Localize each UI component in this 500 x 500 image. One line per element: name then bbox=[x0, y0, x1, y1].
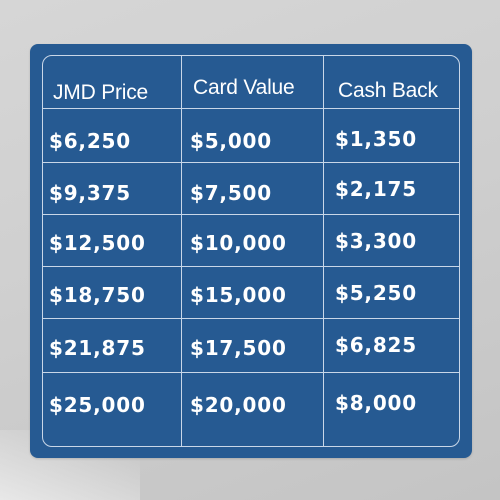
price-table-panel: JMD Price Card Value Cash Back $6,250 $5… bbox=[30, 44, 472, 458]
cell-jmd-price: $12,500 bbox=[49, 231, 146, 255]
row-divider bbox=[43, 162, 459, 163]
cell-card-value: $5,000 bbox=[190, 129, 272, 153]
cell-card-value: $7,500 bbox=[190, 181, 272, 205]
cell-cash-back: $1,350 bbox=[335, 127, 417, 151]
cell-cash-back: $6,825 bbox=[335, 333, 417, 357]
cell-card-value: $10,000 bbox=[190, 231, 287, 255]
header-jmd-price: JMD Price bbox=[53, 81, 149, 104]
row-divider bbox=[43, 318, 459, 319]
header-cash-back: Cash Back bbox=[338, 79, 438, 102]
cell-jmd-price: $21,875 bbox=[49, 336, 146, 360]
cell-card-value: $20,000 bbox=[190, 393, 287, 417]
cell-jmd-price: $18,750 bbox=[49, 283, 146, 307]
cell-cash-back: $8,000 bbox=[335, 391, 417, 415]
header-card-value: Card Value bbox=[193, 76, 295, 99]
row-divider bbox=[43, 214, 459, 215]
price-table-grid: JMD Price Card Value Cash Back $6,250 $5… bbox=[42, 55, 460, 447]
cell-jmd-price: $9,375 bbox=[49, 181, 131, 205]
row-divider bbox=[43, 108, 459, 109]
cell-card-value: $17,500 bbox=[190, 336, 287, 360]
cell-jmd-price: $25,000 bbox=[49, 393, 146, 417]
cell-card-value: $15,000 bbox=[190, 283, 287, 307]
row-divider bbox=[43, 372, 459, 373]
column-divider bbox=[323, 56, 324, 446]
cell-cash-back: $5,250 bbox=[335, 281, 417, 305]
cell-cash-back: $2,175 bbox=[335, 177, 417, 201]
cell-jmd-price: $6,250 bbox=[49, 129, 131, 153]
row-divider bbox=[43, 266, 459, 267]
cell-cash-back: $3,300 bbox=[335, 229, 417, 253]
column-divider bbox=[181, 56, 182, 446]
